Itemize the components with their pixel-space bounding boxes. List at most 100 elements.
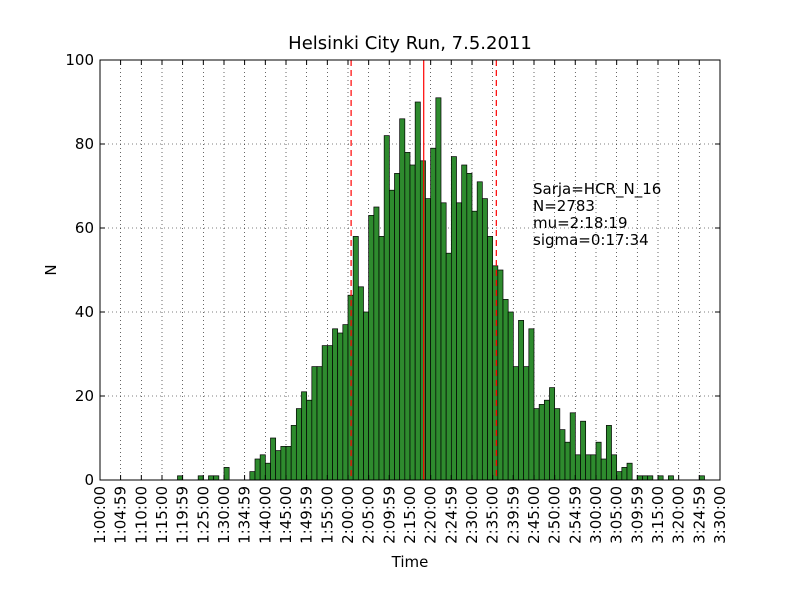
histogram-bar — [549, 387, 556, 481]
histogram-bar — [435, 97, 442, 481]
histogram-bar — [554, 408, 561, 481]
x-tick-label: 1:55:00 — [318, 486, 336, 544]
y-axis-label: N — [42, 264, 60, 275]
histogram-bar — [316, 366, 323, 481]
x-tick-label: 2:05:00 — [360, 486, 378, 544]
histogram-bar — [357, 286, 364, 481]
histogram-bar — [352, 236, 359, 481]
reference-lines — [350, 60, 497, 480]
histogram-bar — [342, 324, 349, 481]
histogram-bar — [481, 198, 488, 481]
x-tick-label: 2:45:00 — [525, 486, 543, 544]
y-tick-label: 20 — [75, 387, 94, 405]
histogram-bar — [414, 101, 421, 481]
histogram-bar — [580, 420, 587, 481]
x-tick-label: 2:54:59 — [566, 486, 584, 544]
histogram-bar — [399, 118, 406, 481]
histogram-bar — [456, 202, 463, 481]
histogram-bar — [378, 236, 385, 481]
histogram-bar — [538, 404, 545, 481]
histogram-bar — [440, 202, 447, 481]
histogram-bar — [425, 198, 432, 481]
histogram-bar — [383, 135, 390, 481]
histogram-bar — [177, 475, 184, 481]
histogram-bar — [698, 475, 705, 481]
chart-title: Helsinki City Run, 7.5.2011 — [288, 33, 532, 54]
x-tick-label: 2:50:00 — [546, 486, 564, 544]
x-tick-label: 3:00:00 — [587, 486, 605, 544]
histogram-bar — [600, 458, 607, 481]
histogram-bar — [301, 391, 308, 481]
y-tick-label: 80 — [75, 135, 94, 153]
y-tick-label: 0 — [84, 471, 94, 489]
histogram-bar — [523, 366, 530, 481]
histogram-bar — [430, 147, 437, 481]
histogram-bar — [466, 173, 473, 481]
stats-annotation: Sarja=HCR_N_16N=2783mu=2:18:19sigma=0:17… — [533, 180, 661, 249]
histogram-bar — [642, 475, 649, 481]
histogram-bar — [528, 328, 535, 481]
x-tick-label: 1:45:00 — [277, 486, 295, 544]
histogram-bar — [295, 408, 302, 481]
histogram-bar — [487, 236, 494, 481]
histogram-bar — [590, 454, 597, 481]
histogram-bar — [275, 450, 282, 481]
histogram-bar — [404, 152, 411, 481]
stats-annotation-line: mu=2:18:19 — [533, 214, 628, 232]
histogram-bar — [616, 471, 623, 481]
histogram-bar — [368, 215, 375, 481]
x-tick-label: 1:30:00 — [215, 486, 233, 544]
histogram-bar — [332, 328, 339, 481]
histogram-bar — [373, 206, 380, 481]
histogram-bar — [492, 265, 499, 481]
x-tick-label: 2:20:00 — [422, 486, 440, 544]
histogram-bar — [564, 441, 571, 481]
histogram-bar — [476, 181, 483, 481]
histogram-bar — [543, 399, 550, 481]
histogram-bar — [569, 412, 576, 481]
y-tick-label: 100 — [65, 51, 94, 69]
x-tick-label: 3:15:00 — [649, 486, 667, 544]
histogram-bar — [290, 425, 297, 481]
histogram-bar — [280, 446, 287, 481]
x-tick-label: 2:35:00 — [484, 486, 502, 544]
x-tick-label: 2:00:00 — [339, 486, 357, 544]
histogram-bar — [497, 269, 504, 481]
histogram-bar — [502, 299, 509, 481]
axis-ticks: 0 20 40 60 80 100 1:00:00 1:04:59 1:10:00 1:15:00… — [65, 51, 729, 544]
x-tick-label: 1:10:00 — [132, 486, 150, 544]
histogram-bar — [249, 471, 256, 481]
x-tick-label: 2:30:00 — [463, 486, 481, 544]
x-tick-label: 1:25:00 — [194, 486, 212, 544]
histogram-bar — [208, 475, 215, 481]
x-tick-label: 3:09:59 — [628, 486, 646, 544]
stats-annotation-line: sigma=0:17:34 — [533, 231, 649, 249]
histogram-bar — [388, 189, 395, 481]
x-tick-label: 1:00:00 — [91, 486, 109, 544]
x-tick-label: 1:15:00 — [153, 486, 171, 544]
histogram-bar — [647, 475, 654, 481]
histogram-bar — [254, 458, 261, 481]
x-tick-label: 1:49:59 — [298, 486, 316, 544]
histogram-bar — [419, 160, 426, 481]
y-tick-label: 60 — [75, 219, 94, 237]
histogram-bar — [259, 454, 266, 481]
x-tick-label: 3:05:00 — [608, 486, 626, 544]
histogram-bar — [311, 366, 318, 481]
histogram-bar — [626, 462, 633, 481]
x-tick-label: 1:19:59 — [174, 486, 192, 544]
histogram-bar — [605, 425, 612, 481]
histogram-bar — [445, 252, 452, 481]
histogram-bar — [394, 173, 401, 481]
histogram-bar — [223, 467, 230, 481]
histogram-bar — [636, 475, 643, 481]
x-tick-label: 3:24:59 — [690, 486, 708, 544]
x-tick-label: 1:40:00 — [256, 486, 274, 544]
histogram-bar — [409, 164, 416, 481]
histogram-bar — [264, 462, 271, 481]
histogram-bar — [585, 454, 592, 481]
x-tick-label: 2:09:59 — [380, 486, 398, 544]
x-tick-label: 1:34:59 — [236, 486, 254, 544]
histogram-bar — [621, 467, 628, 481]
